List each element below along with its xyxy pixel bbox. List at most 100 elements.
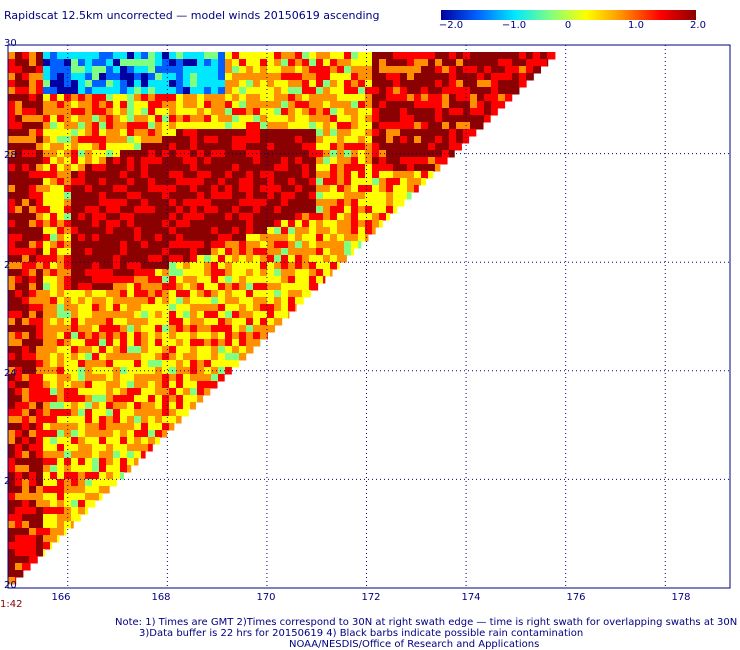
swath-cell xyxy=(211,59,219,67)
swath-cell xyxy=(99,52,107,60)
swath-cell xyxy=(351,66,359,74)
swath-cell xyxy=(134,402,142,410)
swath-cell xyxy=(99,423,107,431)
swath-cell xyxy=(246,290,254,298)
swath-cell xyxy=(274,234,282,242)
swath-cell xyxy=(8,164,16,172)
swath-cell xyxy=(127,269,135,277)
swath-cell xyxy=(232,276,240,284)
swath-cell xyxy=(253,73,261,81)
swath-cell xyxy=(330,248,338,256)
swath-cell xyxy=(85,269,93,277)
swath-cell xyxy=(253,52,261,60)
swath-cell xyxy=(239,157,247,165)
swath-cell xyxy=(78,101,86,109)
swath-cell xyxy=(92,444,100,452)
swath-cell xyxy=(190,80,198,88)
swath-cell xyxy=(225,73,233,81)
swath-cell xyxy=(36,283,44,291)
swath-cell xyxy=(197,297,205,305)
swath-cell xyxy=(162,94,170,102)
swath-cell xyxy=(309,171,317,179)
swath-cell xyxy=(43,143,51,151)
swath-cell xyxy=(225,283,233,291)
swath-cell xyxy=(29,66,37,74)
swath-cell xyxy=(127,423,135,431)
swath-cell xyxy=(260,129,268,137)
swath-cell xyxy=(295,206,303,214)
lat-label-30: 30 xyxy=(4,38,17,49)
swath-cell xyxy=(71,458,79,466)
swath-cell xyxy=(442,66,450,74)
swath-cell xyxy=(190,395,198,403)
swath-cell xyxy=(155,381,163,389)
swath-cell xyxy=(204,241,212,249)
swath-cell xyxy=(351,192,359,200)
swath-cell xyxy=(477,66,485,74)
swath-cell xyxy=(15,136,23,144)
swath-cell xyxy=(141,157,149,165)
swath-cell xyxy=(155,241,163,249)
swath-cell xyxy=(29,409,37,417)
swath-cell xyxy=(239,206,247,214)
swath-cell xyxy=(113,409,121,417)
swath-cell xyxy=(358,73,366,81)
swath-cell xyxy=(162,409,170,417)
swath-cell xyxy=(365,73,373,81)
swath-cell xyxy=(204,122,212,130)
swath-cell xyxy=(29,234,37,242)
swath-cell xyxy=(260,311,268,319)
swath-cell xyxy=(22,437,30,445)
swath-cell xyxy=(141,423,149,431)
swath-cell xyxy=(260,143,268,151)
swath-cell xyxy=(71,374,79,382)
swath-cell xyxy=(232,136,240,144)
swath-cell xyxy=(141,430,149,438)
swath-cell xyxy=(393,192,401,200)
swath-cell xyxy=(288,234,296,242)
swath-cell xyxy=(22,248,30,256)
swath-cell xyxy=(22,185,30,193)
swath-cell xyxy=(267,318,275,326)
swath-cell xyxy=(8,563,16,571)
swath-cell xyxy=(99,451,107,459)
swath-cell xyxy=(365,52,373,60)
swath-cell xyxy=(197,59,205,67)
swath-cell xyxy=(127,115,135,123)
swath-cell xyxy=(148,444,153,452)
swath-cell xyxy=(302,157,310,165)
swath-cell xyxy=(148,52,156,60)
swath-cell xyxy=(57,353,65,361)
swath-cell xyxy=(379,101,387,109)
swath-cell xyxy=(442,129,450,137)
swath-cell xyxy=(239,80,247,88)
swath-cell xyxy=(169,395,177,403)
swath-cell xyxy=(407,66,415,74)
swath-cell xyxy=(330,220,338,228)
swath-cell xyxy=(169,171,177,179)
swath-cell xyxy=(211,367,219,375)
swath-cell xyxy=(78,171,86,179)
swath-cell xyxy=(43,199,51,207)
swath-cell xyxy=(15,150,23,158)
swath-cell xyxy=(211,157,219,165)
swath-cell xyxy=(190,255,198,263)
swath-cell xyxy=(470,73,478,81)
swath-cell xyxy=(43,367,51,375)
swath-cell xyxy=(99,157,107,165)
swath-cell xyxy=(393,129,401,137)
swath-cell xyxy=(106,374,114,382)
swath-cell xyxy=(50,171,58,179)
swath-cell xyxy=(330,206,338,214)
swath-cell xyxy=(113,178,121,186)
swath-cell xyxy=(22,73,30,81)
swath-cell xyxy=(358,241,362,249)
swath-cell xyxy=(50,192,58,200)
swath-cell xyxy=(29,136,37,144)
swath-cell xyxy=(106,423,114,431)
swath-cell xyxy=(50,255,58,263)
swath-cell xyxy=(8,199,16,207)
swath-cell xyxy=(386,199,394,207)
swath-cell xyxy=(92,465,100,473)
swath-cell xyxy=(253,227,261,235)
